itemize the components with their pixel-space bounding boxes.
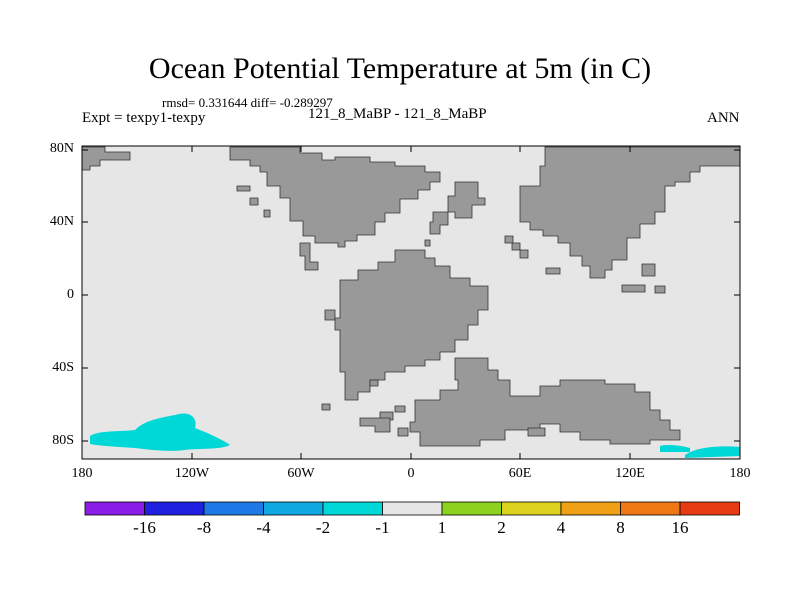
island-19 <box>321 403 331 411</box>
island-6 <box>429 211 449 235</box>
island-10 <box>545 267 561 275</box>
colorbar-label: 8 <box>616 518 625 537</box>
colorbar-swatch <box>501 501 562 516</box>
y-tick-0: 0 <box>67 287 74 302</box>
colorbar-label: 16 <box>671 518 689 537</box>
y-tick-80S: 80S <box>52 433 74 448</box>
colorbar-label: 1 <box>437 518 447 537</box>
colorbar-label: -2 <box>315 518 331 537</box>
colorbar-label: -8 <box>196 518 212 537</box>
axis-ticks <box>82 146 740 459</box>
landmass-eurasia <box>519 146 741 279</box>
colorbar-swatch <box>144 501 205 516</box>
land-masses <box>81 146 741 447</box>
colorbar-label: 2 <box>497 518 506 537</box>
x-tick-120E: 120E <box>615 466 645 481</box>
colorbar-label: -1 <box>375 518 390 537</box>
season-label: ANN <box>707 110 740 126</box>
x-tick-180-left: 180 <box>71 466 93 481</box>
stats-text: rmsd= 0.331644 diff= -0.289297 <box>162 95 333 110</box>
colorbar-swatch <box>560 501 621 516</box>
anomaly-southwest <box>90 413 230 451</box>
landmass-north-america <box>229 146 441 248</box>
island-21 <box>527 427 546 437</box>
colorbar-swatch <box>322 501 383 516</box>
colorbar-swatch <box>382 501 443 516</box>
island-11 <box>641 263 656 277</box>
y-tick-80N: 80N <box>49 141 74 156</box>
colorbar <box>84 501 740 516</box>
island-9 <box>519 249 529 259</box>
colorbar-swatch <box>84 501 145 516</box>
anomaly-southeast <box>685 446 740 458</box>
island-13 <box>654 285 666 294</box>
island-16 <box>394 405 406 413</box>
island-14 <box>324 309 336 321</box>
x-tick-120W: 120W <box>174 466 210 481</box>
island-7 <box>504 235 514 244</box>
cyan-anomaly-regions <box>90 413 740 458</box>
island-greenland <box>447 181 486 219</box>
x-tick-60W: 60W <box>287 466 315 481</box>
island-4 <box>299 242 319 271</box>
island-20 <box>397 427 409 437</box>
y-tick-40S: 40S <box>52 360 74 375</box>
island-2 <box>249 197 259 206</box>
landmass-south-america <box>334 249 489 401</box>
colorbar-swatch <box>441 501 502 516</box>
colorbar-swatch <box>263 501 324 516</box>
island-arctic-left <box>81 146 131 171</box>
map-title: Ocean Potential Temperature at 5m (in C) <box>148 52 652 85</box>
island-12 <box>621 284 646 293</box>
x-tick-0: 0 <box>407 466 415 481</box>
colorbar-swatch <box>620 501 681 516</box>
island-18 <box>359 417 391 433</box>
island-15 <box>369 379 379 387</box>
x-tick-180-right: 180 <box>729 466 751 481</box>
y-tick-40N: 40N <box>49 214 74 229</box>
x-tick-60E: 60E <box>508 466 532 481</box>
colorbar-swatch <box>203 501 264 516</box>
colorbar-label: -16 <box>133 518 156 537</box>
landmass-antarctica <box>409 357 681 447</box>
colorbar-label: -4 <box>256 518 271 537</box>
anomaly-southeast-2 <box>660 444 690 452</box>
experiment-label: Expt = texpy1-texpy <box>82 110 206 126</box>
island-8 <box>511 242 521 251</box>
colorbar-swatch <box>679 501 740 516</box>
case-label: 121_8_MaBP - 121_8_MaBP <box>308 106 487 122</box>
island-1 <box>236 185 251 192</box>
colorbar-label: 4 <box>556 518 566 537</box>
island-5 <box>424 239 431 247</box>
island-3 <box>263 209 271 218</box>
